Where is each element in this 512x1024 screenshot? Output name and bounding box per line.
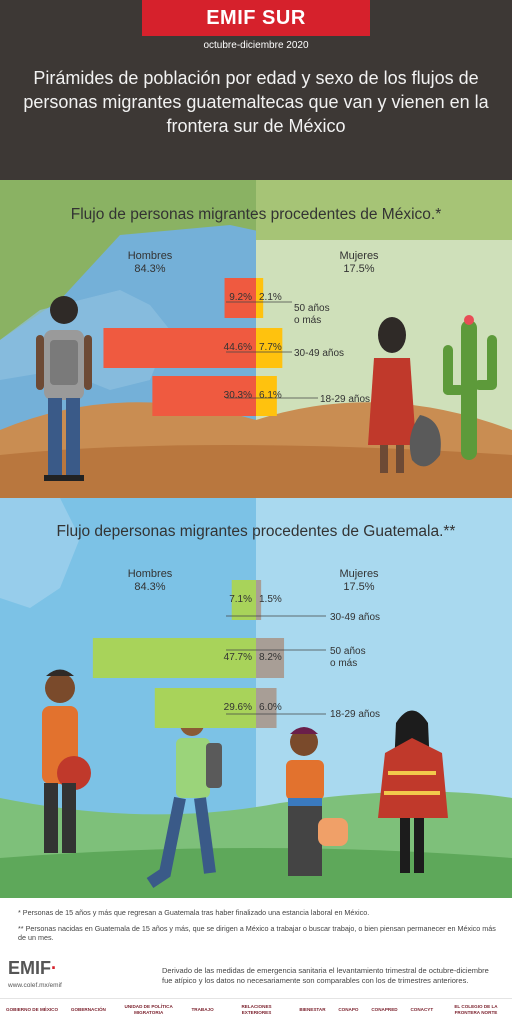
sponsor-logo: TRABAJO bbox=[191, 1006, 214, 1012]
sponsor-logo: UNIDAD DE POLÍTICA MIGRATORIA bbox=[124, 1004, 173, 1015]
data-label-hombres: 9.2% bbox=[229, 292, 252, 303]
woman-poncho-icon bbox=[378, 710, 448, 873]
sponsor-logo: RELACIONES EXTERIORES bbox=[241, 1004, 272, 1015]
bar-mujeres bbox=[256, 278, 264, 318]
data-label-mujeres: 8.2% bbox=[259, 652, 282, 663]
emif-logo-text: EMIF bbox=[8, 958, 51, 978]
data-label-hombres: 29.6% bbox=[224, 702, 252, 713]
category-label: 18-29 años bbox=[320, 394, 370, 405]
sponsor-logo: GOBERNACIÓN bbox=[70, 1006, 106, 1012]
category-label: o más bbox=[330, 658, 357, 669]
woman-bag-icon bbox=[368, 317, 441, 473]
emif-logo: EMIF· bbox=[8, 958, 57, 978]
footer: * Personas de 15 años y más que regresan… bbox=[0, 898, 512, 1024]
sponsor-logo: CONAPRED bbox=[371, 1006, 398, 1012]
brand-title: EMIF SUR bbox=[142, 0, 370, 36]
data-label-mujeres: 2.1% bbox=[259, 292, 282, 303]
panel-mexico-flow: Flujo de personas migrantes procedentes … bbox=[0, 180, 512, 498]
man-backpack-icon bbox=[36, 296, 92, 481]
sponsor-logo: BIENESTAR bbox=[299, 1006, 326, 1012]
sponsor-logo: CONACYT bbox=[410, 1006, 434, 1012]
data-label-mujeres: 6.0% bbox=[259, 702, 282, 713]
sponsor-logo: GOBIERNO DE MÉXICO bbox=[6, 1006, 59, 1012]
footnote-1: * Personas de 15 años y más que regresan… bbox=[18, 908, 370, 917]
disclaimer-text: Derivado de las medidas de emergencia sa… bbox=[162, 966, 489, 985]
panel1-background bbox=[0, 180, 512, 498]
bar-mujeres bbox=[256, 638, 285, 678]
data-label-mujeres: 1.5% bbox=[259, 594, 282, 605]
category-label: 18-29 años bbox=[330, 709, 380, 720]
chart2-women-label: Mujeres 17.5% bbox=[319, 568, 399, 594]
chart1-women-heading: Mujeres bbox=[339, 250, 379, 262]
period-label: octubre-diciembre 2020 bbox=[203, 40, 309, 51]
bar-hombres bbox=[103, 328, 256, 368]
bar-hombres bbox=[231, 580, 256, 620]
chart1-men-label: Hombres 84.3% bbox=[110, 250, 190, 276]
bar-hombres bbox=[154, 688, 256, 728]
footnote-2: ** Personas nacidas en Guatemala de 15 a… bbox=[18, 924, 496, 942]
sponsor-logo: CONAPO bbox=[338, 1006, 359, 1012]
category-label: 50 años bbox=[330, 646, 366, 657]
man-guitar-icon bbox=[42, 669, 91, 853]
bar-hombres bbox=[92, 638, 256, 678]
chart2-title: Flujo depersonas migrantes procedentes d… bbox=[56, 523, 456, 540]
chart2-men-heading: Hombres bbox=[127, 568, 173, 580]
data-label-hombres: 44.6% bbox=[224, 342, 252, 353]
data-label-hombres: 30.3% bbox=[224, 390, 252, 401]
bar-hombres bbox=[224, 278, 256, 318]
chart2-women-total: 17.5% bbox=[343, 581, 375, 593]
page-title: Pirámides de población por edad y sexo d… bbox=[23, 68, 489, 136]
data-label-hombres: 47.7% bbox=[224, 652, 252, 663]
chart1-women-total: 17.5% bbox=[343, 263, 375, 275]
data-label-mujeres: 7.7% bbox=[259, 342, 282, 353]
chart1-title: Flujo de personas migrantes procedentes … bbox=[70, 206, 442, 223]
header: EMIF SUR octubre-diciembre 2020 Pirámide… bbox=[0, 0, 512, 180]
category-label: 30-49 años bbox=[330, 612, 380, 623]
woman-basket-icon bbox=[286, 727, 348, 876]
chart2-men-label: Hombres 84.3% bbox=[110, 568, 190, 594]
website-link[interactable]: www.colef.mx/emif bbox=[8, 982, 62, 989]
panel2-background bbox=[0, 498, 512, 898]
bar-hombres bbox=[152, 376, 256, 416]
sponsor-logo: EL COLEGIO DE LA FRONTERA NORTE bbox=[454, 1004, 498, 1015]
cactus-icon bbox=[443, 315, 497, 460]
panel-guatemala-flow: Flujo depersonas migrantes procedentes d… bbox=[0, 498, 512, 898]
category-label: 30-49 años bbox=[294, 348, 344, 359]
data-label-hombres: 7.1% bbox=[229, 594, 252, 605]
data-label-mujeres: 6.1% bbox=[259, 390, 282, 401]
category-label: 50 años bbox=[294, 303, 330, 314]
chart2-men-total: 84.3% bbox=[134, 581, 166, 593]
bar-mujeres bbox=[256, 580, 262, 620]
chart2-women-heading: Mujeres bbox=[339, 568, 379, 580]
man-hat-icon bbox=[146, 708, 222, 888]
chart1-men-heading: Hombres bbox=[127, 250, 173, 262]
chart1-women-label: Mujeres 17.5% bbox=[319, 250, 399, 276]
bar-mujeres bbox=[256, 376, 277, 416]
category-label: o más bbox=[294, 315, 321, 326]
chart1-men-total: 84.3% bbox=[134, 263, 166, 275]
bar-mujeres bbox=[256, 688, 277, 728]
bar-mujeres bbox=[256, 328, 283, 368]
sponsor-logos: GOBIERNO DE MÉXICO GOBERNACIÓN UNIDAD DE P… bbox=[0, 998, 512, 1020]
